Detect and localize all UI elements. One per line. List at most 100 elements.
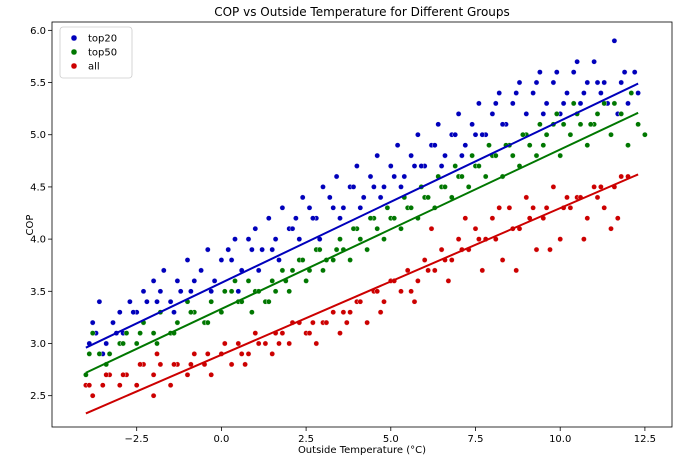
top20-point [455, 111, 462, 117]
top20-point [543, 100, 550, 107]
top20-point [171, 309, 177, 316]
top20-point [211, 278, 218, 284]
top20-point [533, 79, 540, 86]
all-point [117, 382, 123, 389]
top20-point [631, 69, 638, 75]
top50-point [398, 225, 404, 232]
all-point [618, 173, 625, 180]
top50-point [587, 121, 594, 128]
all-point [408, 288, 414, 295]
top50-point [391, 215, 398, 221]
top50-point [232, 278, 238, 284]
all-point [120, 371, 126, 378]
top50-point [357, 236, 364, 242]
all-point [550, 184, 557, 190]
top50-point [520, 131, 526, 138]
top50-point [289, 267, 296, 274]
x-tick-label: 12.5 [634, 434, 656, 445]
top20-point [225, 246, 231, 253]
all-point [191, 351, 198, 357]
top20-point [537, 69, 543, 75]
all-point [591, 184, 597, 190]
top20-point [394, 142, 401, 148]
top50-fit-line [85, 111, 639, 374]
chart-marks [83, 38, 648, 415]
all-point [364, 319, 370, 326]
top20-point [160, 267, 167, 274]
top50-point [584, 142, 591, 148]
top20-point [574, 58, 580, 65]
top20-point [594, 79, 601, 86]
top50-point [482, 173, 489, 180]
top20-point [296, 236, 303, 242]
top20-point [228, 257, 235, 263]
top20-point [265, 215, 272, 221]
top20-point [117, 309, 123, 316]
top20-point [103, 340, 109, 347]
top50-point [86, 351, 93, 357]
top20-point [252, 225, 259, 232]
top20-point [513, 90, 520, 96]
top50-point [133, 340, 140, 347]
all-point [479, 267, 486, 274]
all-point [252, 330, 259, 336]
all-point [425, 267, 431, 274]
top50-point [452, 163, 459, 169]
all-point [581, 236, 587, 242]
top20-point [570, 69, 577, 75]
top20-point [272, 236, 279, 242]
top20-point [167, 298, 174, 305]
top20-point [96, 298, 103, 305]
all-point [306, 330, 313, 336]
all-point [438, 246, 445, 253]
top50-point [83, 371, 89, 378]
top20-point [540, 111, 547, 117]
top20-point [204, 246, 211, 253]
top20-point [259, 246, 265, 253]
top50-point [269, 278, 276, 284]
top20-point [462, 142, 469, 148]
plot-frame [51, 21, 673, 428]
top20-point [635, 90, 641, 96]
all-point [171, 361, 177, 368]
top50-point [228, 288, 235, 295]
all-point [374, 288, 381, 295]
all-point [357, 298, 364, 305]
top50-point [367, 215, 374, 221]
top50-point [249, 309, 255, 316]
legend-label-top50: top50 [88, 48, 117, 59]
top20-point [560, 100, 567, 107]
top50-point [123, 330, 130, 336]
top20-point [509, 100, 516, 107]
x-tick-label: 5.0 [383, 434, 399, 445]
top20-point [249, 246, 255, 253]
all-point [242, 361, 248, 368]
top20-point [431, 142, 438, 148]
x-tick-label: 2.5 [298, 434, 314, 445]
top20-point [499, 121, 506, 128]
all-point [533, 246, 540, 253]
top20-point [391, 173, 398, 180]
top50-point [594, 111, 601, 117]
top50-point [408, 204, 414, 211]
top50-point [120, 340, 126, 347]
top20-point [415, 131, 421, 138]
top20-point [459, 152, 465, 159]
chart-axes: −2.5 0.0 2.5 5.0 7.5 10.0 12.5 2.5 3.0 3.5 4.0 4.5 5… [30, 21, 673, 445]
top20-point [625, 100, 631, 107]
all-point [150, 371, 157, 378]
all-point [262, 340, 269, 347]
top20-point [377, 194, 384, 201]
top20-point [340, 204, 347, 211]
top50-point [618, 111, 625, 117]
all-point [567, 204, 574, 211]
all-point [228, 361, 235, 368]
top50-point [381, 236, 387, 242]
all-point [323, 319, 330, 326]
top20-point [496, 90, 503, 96]
top20-point [492, 100, 499, 107]
top20-point [479, 131, 486, 138]
top20-point [289, 225, 296, 232]
top20-point [127, 298, 133, 305]
top50-point [245, 278, 252, 284]
